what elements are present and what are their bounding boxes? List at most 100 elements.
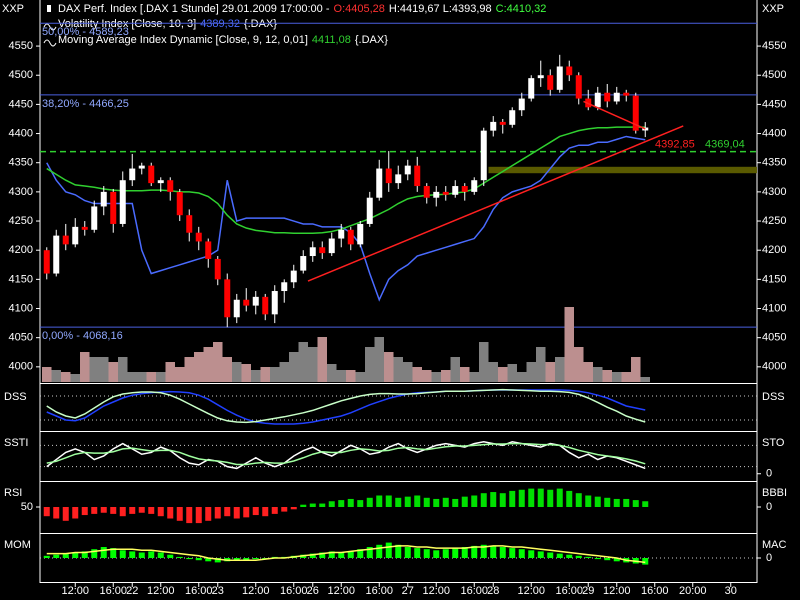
indicator-bar	[537, 551, 544, 558]
indicator-bar	[547, 489, 554, 507]
indicator-bar	[205, 507, 212, 521]
indicator-bar	[119, 507, 126, 517]
volume-bar	[80, 352, 90, 382]
volume-bar	[574, 347, 584, 382]
candle-body	[157, 180, 164, 184]
x-tick-label: 26	[307, 585, 319, 597]
trend-line	[307, 125, 684, 282]
indicator-bar	[423, 497, 430, 507]
x-tick-label: 30	[725, 585, 737, 597]
volume-bar	[545, 362, 555, 382]
indicator-bar	[490, 545, 497, 558]
quote-value: C:4410,32	[496, 3, 547, 15]
indicator-bar	[91, 507, 98, 514]
indicator-bar	[471, 495, 478, 507]
candle-body	[642, 127, 649, 131]
volume-bar	[317, 337, 327, 382]
candle-body	[547, 75, 554, 90]
indicator-bar	[518, 549, 525, 558]
volume-bar	[137, 372, 147, 382]
indicator-bar	[110, 507, 117, 514]
y-tick-label: 4550	[9, 40, 33, 52]
y-tick-label: 4000	[762, 361, 786, 373]
x-tick-label: 16:00	[460, 585, 488, 597]
indicator-name: Volatility Index [Close, 10, 3]	[58, 18, 196, 30]
chart-title: DAX Perf. Index [.DAX 1 Stunde] 29.01.20…	[58, 3, 330, 15]
candle-body	[414, 165, 421, 187]
candle-body	[509, 110, 516, 125]
indicator-bar	[642, 558, 649, 565]
volume-bar	[488, 362, 498, 382]
indicator-bar	[385, 542, 392, 558]
candle-body	[433, 191, 440, 198]
volume-bar	[279, 362, 289, 382]
volume-bar	[374, 337, 384, 382]
candle-body	[62, 235, 69, 245]
candle-body	[100, 191, 107, 207]
x-tick-label: 12:00	[603, 585, 631, 597]
indicator-bar	[195, 507, 202, 524]
indicator-bar	[376, 544, 383, 558]
volume-bar	[194, 352, 204, 382]
indicator-bar	[81, 551, 88, 558]
y-tick-label: 4250	[9, 215, 33, 227]
indicator-bar	[290, 507, 297, 510]
candle-body	[537, 75, 544, 79]
quote-value: H:4419,67 L:4393,98	[389, 3, 492, 15]
candle-body	[404, 165, 411, 175]
candle-body	[623, 92, 630, 96]
indicator-bar	[404, 496, 411, 507]
indicator-bar	[214, 558, 221, 563]
y-tick-label: 4050	[762, 332, 786, 344]
indicator-bar	[509, 490, 516, 507]
candle-body	[53, 235, 60, 274]
indicator-bar	[452, 498, 459, 507]
indicator-bar	[613, 558, 620, 562]
y-tick-label: 4300	[9, 186, 33, 198]
indicator-bar	[319, 503, 326, 507]
indicator-bar	[556, 553, 563, 558]
indicator-bar	[157, 552, 164, 558]
indicator-line	[46, 545, 646, 564]
candle-body	[632, 95, 639, 131]
volume-bar	[460, 367, 470, 382]
candle-body	[442, 191, 449, 195]
candle-body	[262, 296, 269, 315]
y-tick-label: 4300	[762, 186, 786, 198]
volume-bar	[203, 347, 213, 382]
fib-label: 38,20% - 4466,25	[42, 98, 129, 110]
indicator-bar	[357, 549, 364, 558]
x-tick-label: 12:00	[327, 585, 355, 597]
y-tick-label: 4500	[9, 69, 33, 81]
volume-bar	[612, 372, 622, 382]
candle-body	[575, 75, 582, 99]
volume-bar	[127, 372, 137, 382]
y-tick-label: 4450	[762, 98, 786, 110]
y-tick-label: 4400	[762, 127, 786, 139]
candle-body	[91, 206, 98, 230]
x-tick-label: 12:00	[242, 585, 270, 597]
volume-bar	[146, 372, 156, 382]
indicator-bar	[252, 558, 259, 560]
indicator-bar	[262, 507, 269, 517]
candle-body	[205, 241, 212, 259]
indicator-line	[46, 388, 646, 424]
volume-bar	[89, 357, 99, 382]
indicator-bar	[376, 495, 383, 507]
volume-bar	[441, 370, 451, 382]
indicator-bar	[604, 558, 611, 561]
indicator-bar	[233, 558, 240, 561]
y-tick-label: 4400	[9, 127, 33, 139]
indicator-bar	[224, 507, 231, 517]
volume-bar	[251, 370, 261, 382]
indicator-bar	[157, 507, 164, 517]
indicator-bar	[338, 552, 345, 558]
candle-body	[214, 258, 221, 280]
indicator-bar	[414, 495, 421, 507]
volume-bar	[564, 307, 574, 382]
fib-label: 50,00% - 4589,23	[42, 26, 129, 38]
indicator-bar	[566, 490, 573, 507]
candle-body	[195, 232, 202, 242]
x-tick-label: 16:00	[365, 585, 393, 597]
